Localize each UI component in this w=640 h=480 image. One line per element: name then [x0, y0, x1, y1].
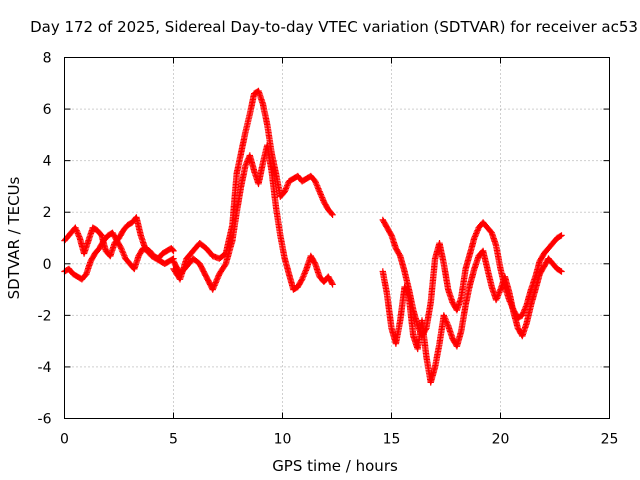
data-point-marker: [558, 232, 565, 239]
y-tick-label: -2: [38, 308, 52, 324]
data-point-marker: [221, 261, 229, 269]
data-point-marker: [329, 211, 336, 218]
axis-ticks: [64, 57, 610, 419]
y-tick-label: 6: [43, 102, 52, 118]
data-point-marker: [471, 234, 478, 242]
x-tick-label: 0: [60, 432, 69, 448]
y-tick-labels: -6 -4 -2 0 2 4 6 8: [38, 51, 52, 428]
data-point-marker: [169, 246, 176, 254]
data-point-marker: [118, 245, 125, 252]
x-tick-label: 25: [601, 432, 619, 448]
series-group: [170, 87, 336, 283]
y-tick-label: 2: [43, 205, 52, 221]
x-axis-label: GPS time / hours: [272, 457, 398, 475]
data-point-marker: [473, 228, 480, 236]
y-tick-label: 4: [43, 154, 52, 170]
data-point-marker: [170, 247, 177, 255]
data-point-marker: [318, 192, 325, 200]
plot-frame: [64, 57, 610, 419]
data-marks: [61, 87, 565, 386]
y-tick-label: -6: [38, 412, 52, 428]
y-tick-label: 0: [43, 257, 52, 273]
chart-title: Day 172 of 2025, Sidereal Day-to-day VTE…: [30, 18, 638, 36]
data-point-marker: [75, 233, 83, 240]
data-point-marker: [315, 186, 323, 194]
x-tick-labels: 0 5 10 15 20 25: [60, 432, 618, 448]
x-tick-label: 20: [492, 432, 510, 448]
data-point-marker: [441, 313, 448, 320]
data-point-marker: [283, 184, 290, 191]
data-point-marker: [117, 243, 124, 251]
data-point-marker: [520, 309, 527, 316]
data-point-marker: [495, 290, 502, 298]
data-point-marker: [557, 232, 564, 240]
data-point-marker: [73, 227, 80, 234]
data-point-marker: [519, 312, 526, 319]
x-tick-label: 15: [383, 432, 401, 448]
data-point-marker: [119, 249, 127, 256]
data-point-marker: [302, 268, 309, 276]
data-point-marker: [328, 210, 335, 217]
y-axis-label: SDTVAR / TECUs: [5, 176, 23, 299]
y-tick-label: 8: [43, 51, 52, 67]
series-group: [379, 216, 565, 340]
y-tick-label: -4: [38, 360, 52, 376]
data-point-marker: [299, 274, 306, 281]
x-tick-label: 10: [274, 432, 292, 448]
data-point-marker: [443, 319, 451, 326]
data-point-marker: [403, 288, 410, 295]
data-point-marker: [329, 281, 336, 288]
data-point-marker: [120, 251, 127, 258]
data-point-marker: [313, 181, 320, 188]
data-point-marker: [387, 230, 394, 238]
x-tick-label: 5: [169, 432, 178, 448]
series-group: [61, 229, 177, 283]
gridlines: [64, 57, 610, 419]
series-group: [61, 214, 177, 262]
series-group: [379, 247, 565, 386]
data-point-marker: [558, 268, 565, 275]
data-point-marker: [492, 296, 500, 304]
series-group: [170, 142, 336, 293]
data-point-marker: [242, 162, 249, 169]
data-point-marker: [328, 279, 336, 287]
